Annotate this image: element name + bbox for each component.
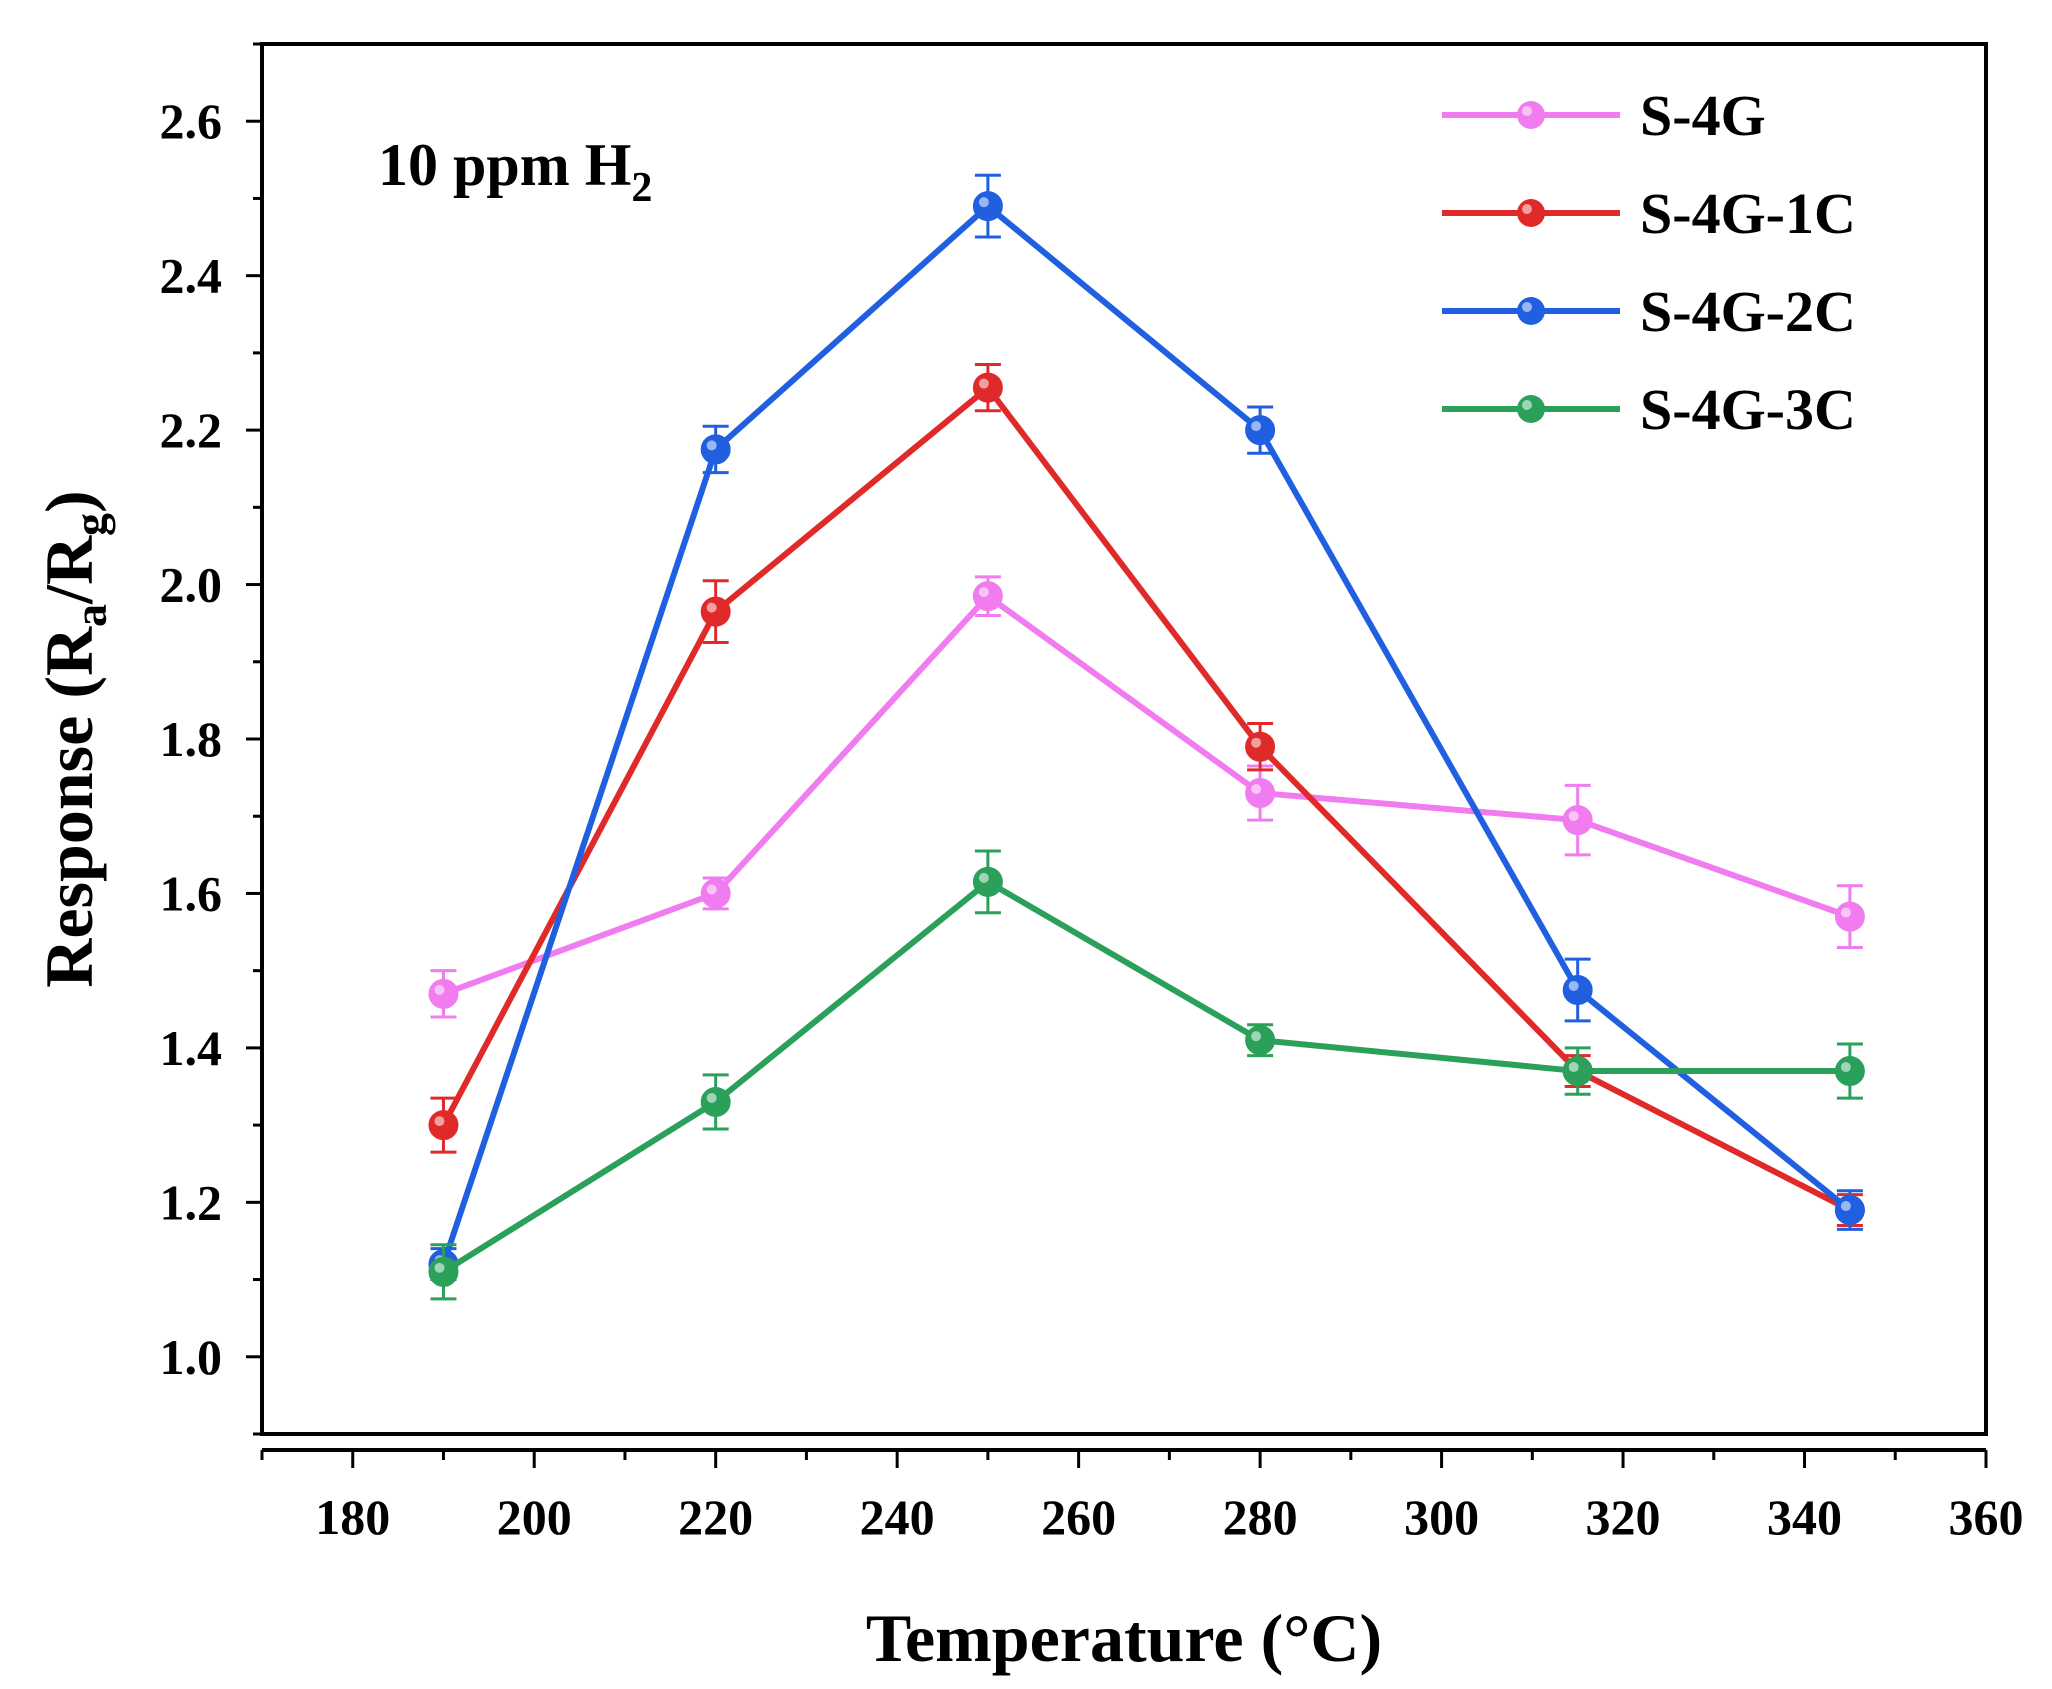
legend-label-s-4g-3c: S-4G-3C: [1640, 377, 1856, 442]
x-axis-title: Temperature (°C): [866, 1600, 1382, 1676]
data-point-highlight: [1840, 1201, 1851, 1212]
legend-marker-s-4g: [1517, 101, 1545, 129]
legend-marker-highlight: [1522, 400, 1532, 410]
series-s-4g-3c: [428, 849, 1865, 1301]
tick-layer: 180 200 220 240 260 280 300 320 340 360 1.0 1.2 1.4 1…: [160, 42, 2024, 1545]
data-point: [1834, 1056, 1865, 1087]
data-point-highlight: [978, 197, 989, 208]
y-tick-label: 2.2: [160, 402, 223, 458]
data-point: [972, 581, 1003, 612]
y-axis-title-mid: /R: [31, 535, 107, 605]
y-axis-title-suffix: ): [31, 490, 107, 513]
data-point-highlight: [1568, 980, 1579, 991]
x-tick-label: 200: [497, 1489, 572, 1545]
series-line-s-4g-1c: [440, 384, 1852, 1213]
x-tick-label: 180: [315, 1489, 390, 1545]
data-point-highlight: [434, 1116, 445, 1127]
y-tick-label: 1.8: [160, 711, 223, 767]
data-point: [1245, 415, 1276, 446]
legend-marker-highlight: [1522, 106, 1532, 116]
data-point: [1834, 901, 1865, 932]
data-point: [428, 978, 459, 1009]
data-point-highlight: [434, 984, 445, 995]
y-axis-title-prefix: Response (R: [31, 626, 107, 988]
data-point: [428, 1110, 459, 1141]
x-tick-label: 280: [1223, 1489, 1298, 1545]
data-point-highlight: [434, 1262, 445, 1273]
data-point: [1245, 778, 1276, 809]
data-point-highlight: [1568, 811, 1579, 822]
annotation-text: 10 ppm H2: [378, 132, 652, 211]
x-tick-label: 320: [1586, 1489, 1661, 1545]
data-point: [700, 1086, 731, 1117]
series-line-s-4g: [442, 593, 1851, 997]
data-point: [1245, 731, 1276, 762]
data-point-highlight: [1251, 784, 1262, 795]
x-tick-label: 300: [1404, 1489, 1479, 1545]
data-point: [1562, 805, 1593, 836]
series-line-s-4g-2c: [440, 203, 1852, 1266]
data-point-highlight: [1840, 1062, 1851, 1073]
data-point: [700, 596, 731, 627]
y-axis-title: Response (Ra/Rg): [31, 490, 116, 987]
data-point-highlight: [1251, 737, 1262, 748]
x-tick-label: 360: [1949, 1489, 2024, 1545]
data-point: [1245, 1025, 1276, 1056]
y-tick-label: 1.4: [160, 1020, 223, 1076]
annotation-subscript: 2: [631, 165, 652, 211]
data-point-highlight: [1251, 421, 1262, 432]
data-point-highlight: [978, 378, 989, 389]
y-tick-label: 2.6: [160, 93, 223, 149]
data-point-highlight: [978, 872, 989, 883]
data-point: [972, 372, 1003, 403]
y-axis-title-sub-g: g: [65, 513, 116, 536]
data-point-highlight: [706, 884, 717, 895]
x-tick-label: 260: [1041, 1489, 1116, 1545]
data-point: [972, 866, 1003, 897]
legend-marker-highlight: [1522, 302, 1532, 312]
data-point: [972, 191, 1003, 222]
series-s-4g: [428, 575, 1865, 1019]
legend-label-s-4g-1c: S-4G-1C: [1640, 181, 1856, 246]
y-tick-label: 2.0: [160, 557, 223, 613]
legend-marker-highlight: [1522, 204, 1532, 214]
y-tick-label: 1.6: [160, 865, 223, 921]
data-point: [428, 1256, 459, 1287]
y-tick-label: 1.2: [160, 1174, 223, 1230]
data-point: [1834, 1195, 1865, 1226]
plot-frame: [260, 42, 1988, 1436]
data-point-highlight: [706, 1092, 717, 1103]
annotation-main: 10 ppm H: [378, 132, 631, 198]
y-axis-title-sub-a: a: [65, 604, 116, 627]
x-tick-label: 240: [860, 1489, 935, 1545]
data-point-highlight: [706, 602, 717, 613]
data-point-highlight: [1568, 1062, 1579, 1073]
legend-marker-s-4g-3c: [1517, 395, 1545, 423]
legend-label-s-4g: S-4G: [1640, 83, 1766, 148]
legend-marker-s-4g-1c: [1517, 199, 1545, 227]
legend-marker-s-4g-2c: [1517, 297, 1545, 325]
data-point-highlight: [1251, 1031, 1262, 1042]
data-point: [700, 434, 731, 465]
data-point: [1562, 974, 1593, 1005]
data-point-highlight: [1840, 907, 1851, 918]
y-tick-label: 1.0: [160, 1329, 223, 1385]
data-point-highlight: [706, 440, 717, 451]
data-point-highlight: [978, 587, 989, 598]
x-tick-label: 220: [678, 1489, 753, 1545]
legend-label-s-4g-2c: S-4G-2C: [1640, 279, 1856, 344]
series-layer: [428, 173, 1865, 1301]
data-point: [700, 878, 731, 909]
legend: S-4G S-4G-1C S-4G-2C S-4G-3C: [1442, 83, 1856, 442]
y-tick-label: 2.4: [160, 248, 223, 304]
series-line-s-4g-3c: [441, 878, 1850, 1275]
data-point: [1562, 1056, 1593, 1087]
x-tick-label: 340: [1767, 1489, 1842, 1545]
